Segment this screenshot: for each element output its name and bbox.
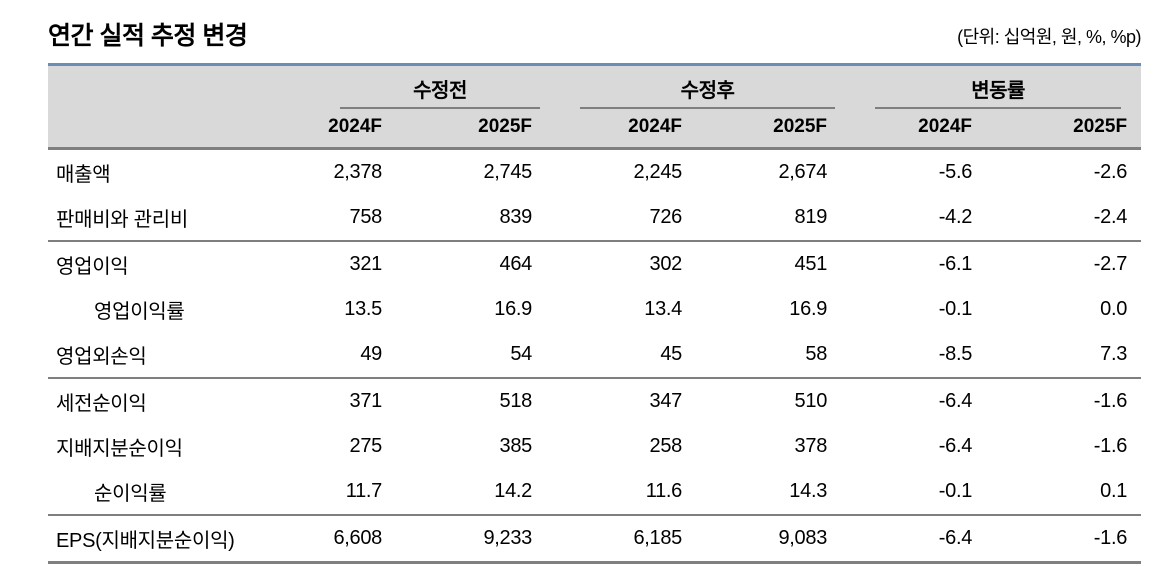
table-row-sgna: 판매비와 관리비 758 839 726 819 -4.2 -2.4 (48, 194, 1142, 242)
table-row-controlling-net-income: 지배지분순이익 275 385 258 378 -6.4 -1.6 (48, 424, 1141, 469)
cell-value: 451 (794, 252, 828, 275)
cell-value: 9,233 (483, 526, 533, 549)
cell-value: 464 (499, 252, 533, 275)
cell-value: 58 (710, 331, 856, 379)
table-row-net-margin: 순이익률 11.7 14.2 11.6 14.3 -0.1 0.1 (48, 468, 1142, 516)
cell-value: 275 (349, 434, 383, 457)
cell-value: -2.6 (1093, 160, 1128, 183)
cell-value: 2,378 (333, 160, 382, 183)
cell-value: 2,745 (483, 160, 533, 183)
cell-value: 54 (410, 331, 561, 379)
column-group-row: 수정전 수정후 변동률 (48, 64, 1142, 109)
table-row-revenue: 매출액 2,378 2,745 2,245 2,674 -5.6 -2.6 (48, 148, 1141, 195)
row-label: 영업외손익 (48, 331, 320, 379)
cell-value: 11.7 (320, 468, 410, 516)
page-title: 연간 실적 추정 변경 (48, 22, 248, 50)
cell-value: 6,185 (633, 526, 683, 549)
column-group-label: 수정후 (580, 66, 836, 109)
year-column-header: 2024F (560, 108, 711, 150)
corner-cell (48, 64, 320, 109)
cell-value: 2,245 (633, 160, 683, 183)
column-group-change: 변동률 (855, 64, 1142, 109)
cell-value: -1.6 (1093, 389, 1128, 412)
row-label: 세전순이익 (56, 392, 147, 415)
row-label: 영업이익 (56, 255, 129, 278)
cell-value: 11.6 (560, 468, 711, 516)
cell-value: 321 (349, 252, 383, 275)
column-group-label: 수정전 (340, 66, 541, 109)
cell-value: 378 (794, 434, 828, 457)
row-label: 지배지분순이익 (56, 437, 183, 460)
table-row-operating-profit: 영업이익 321 464 302 451 -6.1 -2.7 (48, 241, 1141, 287)
cell-value: -4.2 (855, 194, 1001, 242)
cell-value: -5.6 (938, 160, 973, 183)
cell-value: 13.4 (644, 297, 683, 320)
cell-value: -2.4 (1000, 194, 1142, 242)
cell-value: 0.0 (1100, 297, 1128, 320)
cell-value: 14.2 (410, 468, 561, 516)
cell-value: 7.3 (1000, 331, 1142, 379)
year-column-header: 2025F (1000, 108, 1142, 150)
cell-value: 16.9 (494, 297, 533, 320)
cell-value: 371 (349, 389, 383, 412)
row-label: EPS(지배지분순이익) (56, 529, 235, 552)
year-column-header: 2024F (855, 108, 1001, 150)
column-group-before: 수정전 (320, 64, 561, 109)
cell-value: -6.4 (938, 526, 973, 549)
cell-value: -0.1 (938, 297, 973, 320)
cell-value: 302 (649, 252, 683, 275)
column-group-after: 수정후 (560, 64, 856, 109)
row-label: 순이익률 (48, 468, 320, 516)
cell-value: 726 (560, 194, 711, 242)
cell-value: 839 (410, 194, 561, 242)
cell-value: 14.3 (710, 468, 856, 516)
table-row-eps: EPS(지배지분순이익) 6,608 9,233 6,185 9,083 -6.… (48, 515, 1141, 563)
cell-value: -1.6 (1093, 434, 1128, 457)
unit-label: (단위: 십억원, 원, %, %p) (957, 26, 1141, 47)
table-row-operating-margin: 영업이익률 13.5 16.9 13.4 16.9 -0.1 0.0 (48, 287, 1141, 332)
table-row-non-operating: 영업외손익 49 54 45 58 -8.5 7.3 (48, 331, 1142, 379)
cell-value: -6.4 (938, 434, 973, 457)
cell-value: -0.1 (855, 468, 1001, 516)
cell-value: 758 (320, 194, 410, 242)
row-label: 판매비와 관리비 (48, 194, 320, 242)
year-header-row: 2024F 2025F 2024F 2025F 2024F 2025F (48, 108, 1142, 150)
cell-value: 49 (320, 331, 410, 379)
corner-cell (48, 108, 320, 150)
year-column-header: 2025F (710, 108, 856, 150)
cell-value: 510 (794, 389, 828, 412)
cell-value: 2,674 (778, 160, 828, 183)
cell-value: -8.5 (855, 331, 1001, 379)
year-column-header: 2025F (410, 108, 561, 150)
cell-value: 258 (649, 434, 683, 457)
year-column-header: 2024F (320, 108, 410, 150)
table-row-pretax-income: 세전순이익 371 518 347 510 -6.4 -1.6 (48, 378, 1141, 424)
cell-value: -1.6 (1093, 526, 1128, 549)
cell-value: 16.9 (789, 297, 828, 320)
table-header-bar: 연간 실적 추정 변경 (단위: 십억원, 원, %, %p) (48, 22, 1141, 51)
cell-value: -2.7 (1093, 252, 1128, 275)
cell-value: 518 (499, 389, 533, 412)
estimates-table: 수정전 수정후 변동률 2024F 2025F 2024F 2025F 2024… (48, 62, 1142, 564)
cell-value: 45 (560, 331, 711, 379)
row-label: 영업이익률 (94, 300, 185, 323)
cell-value: 347 (649, 389, 683, 412)
row-label: 매출액 (56, 163, 111, 186)
column-group-label: 변동률 (875, 66, 1122, 109)
cell-value: 819 (710, 194, 856, 242)
cell-value: 0.1 (1000, 468, 1142, 516)
cell-value: 13.5 (344, 297, 382, 320)
cell-value: -6.1 (938, 252, 973, 275)
cell-value: 9,083 (778, 526, 828, 549)
cell-value: -6.4 (938, 389, 973, 412)
cell-value: 6,608 (333, 526, 382, 549)
cell-value: 385 (499, 434, 533, 457)
